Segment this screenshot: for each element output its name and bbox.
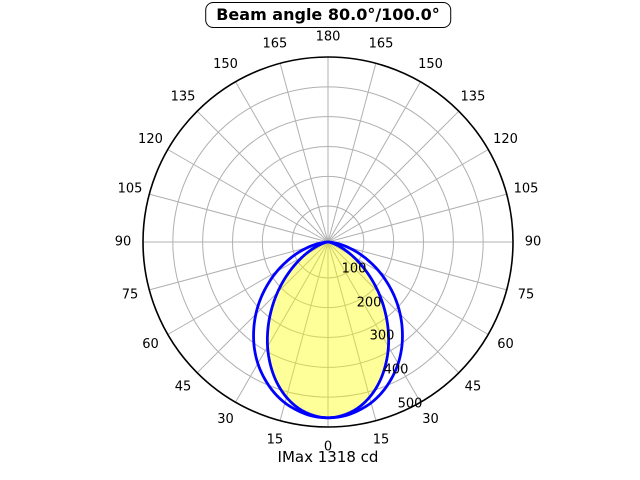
angle-tick-label: 45 — [465, 379, 482, 394]
angle-tick-label: 180 — [316, 30, 341, 45]
angle-tick-label: 0 — [324, 440, 332, 455]
angle-tick-label: 75 — [518, 288, 535, 303]
grid-ring — [202, 116, 454, 368]
polar-outer-ring — [142, 56, 514, 428]
angle-tick-label: 120 — [138, 132, 163, 147]
grid-ring — [291, 205, 365, 279]
angle-tick-label: 90 — [525, 235, 542, 250]
grid-spoke — [196, 110, 329, 243]
radial-tick-label: 300 — [370, 329, 395, 344]
grid-spoke — [327, 241, 421, 403]
angle-tick-label: 60 — [497, 337, 514, 352]
grid-spoke — [149, 241, 329, 291]
angle-tick-label: 135 — [171, 90, 196, 105]
grid-spoke — [327, 241, 377, 421]
angle-tick-label: 165 — [263, 36, 288, 51]
radial-tick-label: 200 — [357, 296, 382, 311]
angle-tick-label: 30 — [422, 412, 439, 427]
angle-tick-label: 60 — [142, 337, 159, 352]
angle-tick-label: 105 — [118, 181, 143, 196]
grid-spoke — [327, 110, 460, 243]
grid-spoke — [235, 241, 329, 403]
angle-tick-label: 45 — [175, 379, 192, 394]
radial-tick-label: 500 — [398, 397, 423, 412]
angle-tick-label: 165 — [369, 36, 394, 51]
grid-spoke — [327, 241, 460, 374]
beam-curve-narrow — [265, 240, 391, 420]
angle-tick-label: 75 — [122, 288, 139, 303]
angle-tick-label: 150 — [213, 57, 238, 72]
angle-tick-label: 15 — [267, 433, 284, 448]
grid-spoke — [196, 241, 329, 374]
grid-spoke — [327, 149, 489, 243]
angle-tick-label: 120 — [493, 132, 518, 147]
angle-tick-label: 90 — [115, 235, 132, 250]
grid-spoke — [327, 63, 377, 243]
grid-spoke — [327, 193, 507, 243]
imax-annotation: IMax 1318 cd — [277, 448, 379, 466]
grid-ring — [232, 146, 424, 338]
chart-title: Beam angle 80.0°/100.0° — [205, 2, 451, 28]
grid-spoke — [279, 241, 329, 421]
grid-spoke — [279, 63, 329, 243]
radial-tick-label: 100 — [342, 262, 367, 277]
beam-fill — [267, 242, 389, 418]
grid-spoke — [327, 81, 421, 243]
angle-tick-label: 105 — [514, 181, 539, 196]
angle-tick-label: 135 — [461, 90, 486, 105]
angle-tick-label: 30 — [217, 412, 234, 427]
grid-spoke — [149, 193, 329, 243]
angle-tick-label: 15 — [373, 433, 390, 448]
radial-tick-label: 400 — [384, 363, 409, 378]
angle-tick-label: 150 — [418, 57, 443, 72]
grid-ring — [172, 86, 484, 398]
grid-spoke — [167, 149, 329, 243]
grid-ring — [261, 175, 395, 309]
grid-spoke — [235, 81, 329, 243]
grid-spoke — [327, 241, 507, 291]
